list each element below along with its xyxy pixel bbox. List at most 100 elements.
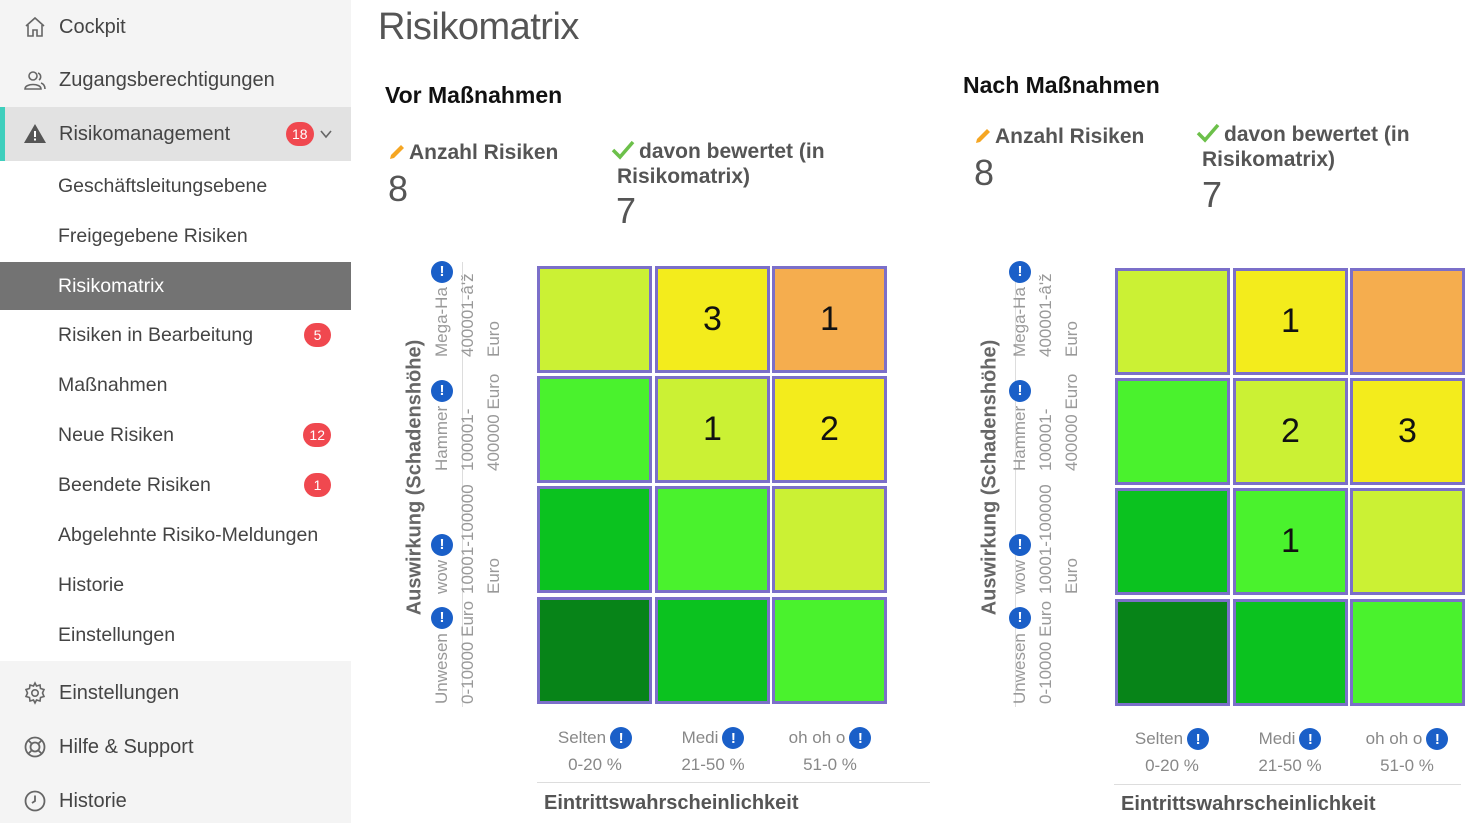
y-row-label: wow! 10001-100000 Euro — [429, 484, 507, 594]
page-title: Risikomatrix — [378, 6, 579, 48]
sub-item-label: Risikomatrix — [58, 274, 165, 297]
matrix-cell[interactable]: 1 — [772, 266, 887, 373]
sub-item-freigegebene-risiken[interactable]: Freigegebene Risiken — [0, 212, 351, 260]
info-icon[interactable]: ! — [1009, 379, 1031, 402]
rated-value: 7 — [1202, 174, 1223, 215]
sub-item-geschaeftsleitungsebene[interactable]: Geschäftsleitungsebene — [0, 162, 351, 210]
info-icon[interactable]: ! — [1009, 533, 1031, 556]
y-row-unit: Euro — [484, 321, 503, 357]
pencil-icon — [388, 142, 406, 160]
y-row-name: Hammer — [1010, 405, 1029, 471]
nav-item-zugangsberechtigungen[interactable]: Zugangsberechtigungen — [0, 53, 351, 107]
x-col-label: oh oh o! 51-0 % — [1349, 726, 1465, 776]
count-badge: 5 — [304, 323, 331, 347]
y-row-name: Mega-Ha — [1010, 287, 1029, 357]
y-row-name: Hammer — [432, 405, 451, 471]
matrix-cell[interactable] — [1233, 599, 1348, 706]
info-icon[interactable]: ! — [1299, 728, 1322, 750]
sub-item-label: Abgelehnte Risiko-Meldungen — [58, 523, 319, 546]
lifebuoy-icon — [22, 734, 48, 760]
warning-icon — [22, 121, 48, 147]
sub-item-label: Maßnahmen — [58, 373, 168, 396]
nav-item-label: Zugangsberechtigungen — [59, 68, 275, 91]
nav-item-historie[interactable]: Historie — [0, 774, 351, 823]
sub-item-neue-risiken[interactable]: Neue Risiken 12 — [0, 411, 351, 459]
y-row-unit: 400000 Euro — [1062, 373, 1081, 471]
sub-item-abgelehnte-risiko-meldungen[interactable]: Abgelehnte Risiko-Meldungen — [0, 511, 351, 559]
sub-item-label: Geschäftsleitungsebene — [58, 174, 268, 197]
x-axis-line — [1114, 784, 1461, 785]
sub-item-massnahmen[interactable]: Maßnahmen — [0, 361, 351, 409]
matrix-cell[interactable] — [1115, 268, 1230, 375]
rated-label-line1: davon bewertet (in — [639, 140, 825, 163]
x-col-name: Medi — [681, 728, 719, 747]
y-row-label: wow! 10001-100000 Euro — [1007, 484, 1085, 594]
sub-item-risikomatrix[interactable]: Risikomatrix — [0, 262, 351, 310]
info-icon[interactable]: ! — [610, 727, 633, 749]
nav-item-risikomanagement[interactable]: Risikomanagement 18 — [0, 107, 351, 161]
y-row-label: Unwesen! 0-10000 Euro — [429, 594, 507, 704]
info-icon[interactable]: ! — [431, 607, 453, 630]
info-icon[interactable]: ! — [1187, 728, 1210, 750]
matrix-after-panel: Nach Maßnahmen Anzahl Risiken 8 davon be… — [948, 0, 1482, 823]
matrix-cell[interactable] — [537, 486, 652, 593]
risk-count-badge: 18 — [286, 122, 314, 146]
y-row-range: 400001-â'ž — [458, 273, 477, 357]
info-icon[interactable]: ! — [1426, 728, 1449, 750]
sub-item-risiken-in-bearbeitung[interactable]: Risiken in Bearbeitung 5 — [0, 311, 351, 359]
matrix-cell[interactable]: 1 — [1233, 488, 1348, 595]
info-icon[interactable]: ! — [431, 379, 453, 402]
sub-item-historie[interactable]: Historie — [0, 561, 351, 609]
info-icon[interactable]: ! — [1009, 261, 1031, 284]
y-row-label: Unwesen! 0-10000 Euro — [1007, 594, 1085, 704]
nav-item-einstellungen[interactable]: Einstellungen — [0, 666, 351, 720]
y-row-range: 10001-100000 — [458, 484, 477, 594]
home-icon — [22, 14, 48, 40]
x-col-name: Medi — [1258, 729, 1296, 748]
count-value: 8 — [388, 168, 409, 209]
sub-item-einstellungen[interactable]: Einstellungen — [0, 611, 351, 659]
matrix-cell[interactable] — [1115, 488, 1230, 595]
y-row-label: Mega-Ha! 400001-â'ž Euro — [1007, 247, 1085, 357]
info-icon[interactable]: ! — [431, 533, 453, 556]
panel-title: Vor Maßnahmen — [385, 82, 563, 108]
matrix-cell[interactable] — [537, 597, 652, 704]
x-axis-title: Eintrittswahrscheinlichkeit — [544, 792, 799, 814]
matrix-cell[interactable]: 1 — [655, 376, 770, 483]
nav-item-label: Einstellungen — [59, 681, 180, 704]
count-badge: 12 — [303, 423, 331, 447]
matrix-cell[interactable] — [1350, 268, 1465, 375]
info-icon[interactable]: ! — [1009, 607, 1031, 630]
info-icon[interactable]: ! — [431, 261, 453, 284]
sub-item-beendete-risiken[interactable]: Beendete Risiken 1 — [0, 461, 351, 509]
matrix-before-panel: Vor Maßnahmen Anzahl Risiken 8 davon bew… — [370, 0, 930, 823]
matrix-cell[interactable]: 3 — [1350, 378, 1465, 485]
matrix-cell[interactable]: 1 — [1233, 268, 1348, 375]
matrix-cell[interactable] — [655, 597, 770, 704]
matrix-cell[interactable]: 3 — [655, 266, 770, 373]
y-row-unit: Euro — [1062, 558, 1081, 594]
info-icon[interactable]: ! — [722, 727, 745, 749]
matrix-cell[interactable] — [1350, 488, 1465, 595]
nav-item-hilfe-support[interactable]: Hilfe & Support — [0, 720, 351, 774]
matrix-cell[interactable] — [772, 486, 887, 593]
matrix-cell[interactable] — [1115, 599, 1230, 706]
y-axis-line — [1015, 262, 1016, 707]
chevron-down-icon[interactable] — [319, 124, 333, 147]
matrix-cell[interactable] — [537, 376, 652, 483]
y-row-range: 400001-â'ž — [1036, 273, 1055, 357]
x-col-range: 0-20 % — [568, 755, 622, 774]
matrix-cell[interactable] — [1115, 378, 1230, 485]
nav-item-cockpit[interactable]: Cockpit — [0, 0, 351, 54]
matrix-cell[interactable] — [772, 597, 887, 704]
x-col-label: Medi! 21-50 % — [655, 725, 771, 775]
matrix-cell[interactable]: 2 — [772, 376, 887, 483]
matrix-cell[interactable] — [655, 486, 770, 593]
matrix-cell[interactable] — [1350, 599, 1465, 706]
users-icon — [22, 67, 48, 93]
rated-label-line1: davon bewertet (in — [1224, 123, 1410, 146]
matrix-cell[interactable]: 2 — [1233, 378, 1348, 485]
info-icon[interactable]: ! — [849, 727, 872, 749]
y-row-range: 0-10000 Euro — [1036, 600, 1055, 704]
matrix-cell[interactable] — [537, 266, 652, 373]
